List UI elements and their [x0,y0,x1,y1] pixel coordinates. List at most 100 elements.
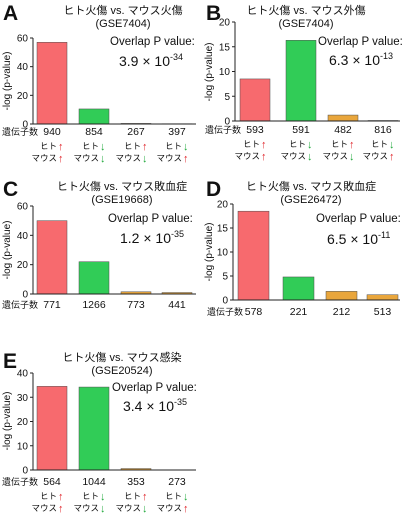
direction-label: ヒト ↓マウス ↑ [156,141,188,165]
chart-subtitle: (GSE19668) [91,194,152,206]
x-axis-label: 遺伝子数 [2,126,38,137]
overlap-p-mantissa: 1.2 × 10 [120,230,171,246]
y-tick-label: 0 [22,466,28,477]
bar-4 [366,294,399,301]
chart-title: ヒト火傷 vs. マウス敗血症 [57,179,187,193]
panel-letter: E [3,350,17,373]
up-arrow-icon: ↑ [261,139,267,151]
bar-2 [78,108,110,125]
human-label: ヒト [82,491,99,501]
human-label: ヒト [124,141,141,151]
mouse-label: マウス [234,151,260,161]
overlap-p-label: Overlap P value: [318,36,403,48]
down-arrow-icon: ↓ [100,153,106,165]
bar-2 [285,40,317,122]
mouse-label: マウス [31,503,57,513]
chart-title: ヒト火傷 vs. マウス感染 [62,350,181,364]
x-tick-label: 854 [85,126,103,138]
y-axis-label: -log (p-value) [2,52,13,111]
y-tick-label: 5 [222,272,228,283]
bar-3 [327,114,359,122]
chart-subtitle: (GSE7404) [95,18,150,30]
x-tick-label: 273 [168,476,186,488]
panel-e: E ヒト火傷 vs. マウス感染(GSE20524) -log (p-value) 0… [2,350,197,514]
overlap-p-value: 6.3 × 10-13 [329,51,393,68]
x-tick-label: 221 [290,306,308,318]
y-tick-label: 15 [217,224,229,235]
human-label: ヒト [165,141,182,151]
down-arrow-icon: ↓ [307,139,313,151]
overlap-p-label: Overlap P value: [108,213,193,225]
direction-label: ヒト ↓マウス ↑ [156,491,188,514]
chart-subtitle: (GSE20524) [91,365,152,377]
overlap-p-label: Overlap P value: [112,382,197,394]
x-tick-label: 816 [374,124,392,136]
y-tick-label: 40 [17,231,29,242]
direction-label: ヒト ↑マウス ↓ [322,139,354,163]
panel-letter: A [3,2,18,25]
chart-subtitle: (GSE7404) [278,18,333,30]
y-tick-label: 0 [222,296,228,307]
direction-label: ヒト ↓マウス ↑ [362,139,394,163]
human-label: ヒト [289,139,306,149]
human-label: ヒト [331,139,348,149]
y-tick-label: 10 [217,248,229,259]
human-label: ヒト [82,141,99,151]
human-label: ヒト [40,491,57,501]
bar-3 [325,291,358,301]
x-tick-label: 441 [168,299,186,311]
bar-1 [237,210,270,301]
y-tick-label: 20 [217,200,229,211]
bar-1 [36,220,68,295]
y-tick-label: 20 [17,260,29,271]
x-axis-label: 遺伝子数 [2,476,38,487]
human-label: ヒト [243,139,260,149]
x-tick-label: 564 [43,476,61,488]
bars [36,220,193,295]
up-arrow-icon: ↑ [142,491,148,503]
human-label: ヒト [165,491,182,501]
x-tick-label: 267 [127,126,145,138]
mouse-label: マウス [73,153,99,163]
overlap-p-label: Overlap P value: [316,213,401,225]
overlap-p-exponent: -13 [380,51,393,61]
mouse-label: マウス [73,503,99,513]
y-axis-label: -log (p-value) [204,223,215,282]
bar-1 [36,42,68,125]
bar-2 [78,386,110,471]
direction-label: ヒト ↑マウス ↑ [31,491,63,514]
y-tick-label: 15 [219,42,231,53]
up-arrow-icon: ↑ [58,153,64,165]
overlap-p-exponent: -11 [378,230,390,240]
down-arrow-icon: ↓ [307,151,313,163]
chart-title: ヒト火傷 vs. マウス外傷 [246,3,365,17]
x-tick-label: 482 [334,124,352,136]
y-tick-label: 30 [17,393,29,404]
direction-label: ヒト ↑マウス ↓ [115,491,147,514]
y-tick-label: 20 [219,18,231,29]
down-arrow-icon: ↓ [142,153,148,165]
mouse-label: マウス [115,153,141,163]
bar-1 [239,78,271,122]
x-tick-label: 591 [292,124,310,136]
up-arrow-icon: ↑ [349,139,355,151]
x-tick-label: 578 [245,306,263,318]
overlap-p-value: 3.9 × 10-34 [119,52,183,69]
overlap-p-value: 6.5 × 10-11 [327,230,390,247]
down-arrow-icon: ↓ [183,141,189,153]
overlap-p-exponent: -34 [170,52,183,62]
up-arrow-icon: ↑ [58,503,64,514]
panel-d: D ヒト火傷 vs. マウス敗血症(GSE26472) -log (p-value)… [204,178,401,318]
overlap-p-value: 3.4 × 10-35 [123,397,187,414]
y-tick-label: 40 [17,369,29,380]
up-arrow-icon: ↑ [58,141,64,153]
down-arrow-icon: ↓ [100,503,106,514]
down-arrow-icon: ↓ [100,141,106,153]
down-arrow-icon: ↓ [349,151,355,163]
mouse-label: マウス [322,151,348,161]
x-axis-label: 遺伝子数 [205,124,241,135]
x-tick-label: 1266 [82,299,106,311]
up-arrow-icon: ↑ [261,151,267,163]
bar-2 [78,261,110,295]
